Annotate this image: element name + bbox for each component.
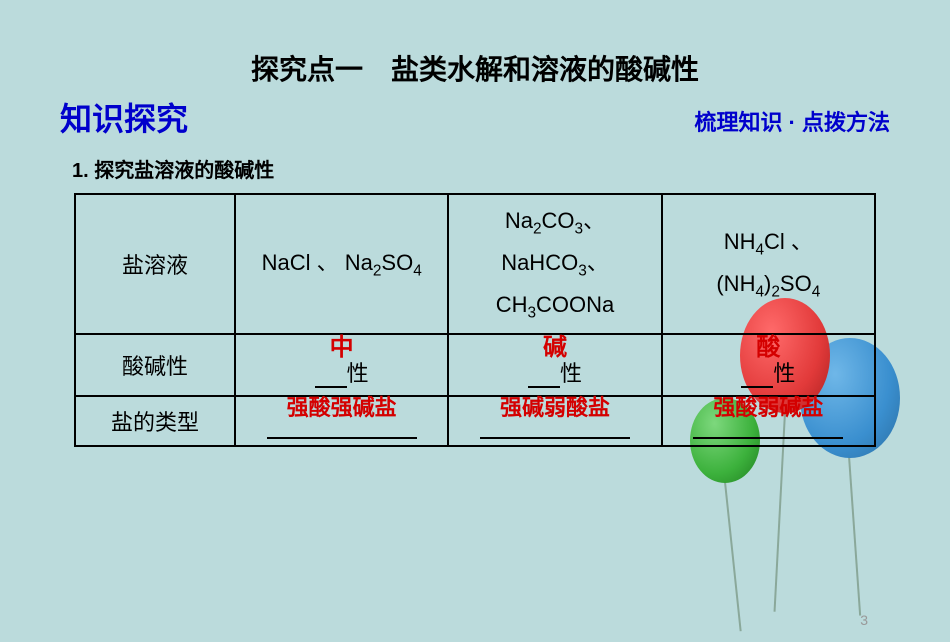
page-number: 3 <box>860 612 868 628</box>
subtitle-right: 梳理知识 · 点拨方法 <box>694 105 890 137</box>
row-label-acidbase: 酸碱性 <box>122 354 188 379</box>
type-red: 强酸弱碱盐 <box>667 397 870 419</box>
row-label-solution: 盐溶液 <box>122 253 188 278</box>
subtitle-row: 知识探究 梳理知识 · 点拨方法 <box>0 94 950 140</box>
solutions-col2: Na2CO3、NaHCO3、CH3COONa <box>496 208 615 317</box>
solutions-col3: NH4Cl 、(NH4)2SO4 <box>716 229 820 296</box>
type-col1: 强酸强碱盐 <box>240 397 443 439</box>
acidbase-suffix: 性 <box>560 361 582 386</box>
acidbase-red: 中 <box>240 336 443 360</box>
type-red: 强酸强碱盐 <box>240 397 443 419</box>
acidbase-suffix: 性 <box>773 361 795 386</box>
balloon-string <box>724 482 742 631</box>
acidbase-col2: 碱 性 <box>453 336 656 388</box>
salt-table: 盐溶液 NaCl 、 Na2SO4 Na2CO3、NaHCO3、CH3COONa… <box>74 193 876 447</box>
type-red: 强碱弱酸盐 <box>453 397 656 419</box>
solutions-col1: NaCl 、 Na2SO4 <box>262 250 422 275</box>
row-label-type: 盐的类型 <box>111 410 199 435</box>
acidbase-red: 酸 <box>667 336 870 360</box>
page-title: 探究点一 盐类水解和溶液的酸碱性 <box>0 48 950 88</box>
acidbase-suffix: 性 <box>347 361 369 386</box>
section-heading: 1. 探究盐溶液的酸碱性 <box>72 154 950 183</box>
acidbase-col1: 中 性 <box>240 336 443 388</box>
type-col3: 强酸弱碱盐 <box>667 397 870 439</box>
subtitle-left: 知识探究 <box>60 94 188 140</box>
acidbase-col3: 酸 性 <box>667 336 870 388</box>
type-col2: 强碱弱酸盐 <box>453 397 656 439</box>
acidbase-red: 碱 <box>453 336 656 360</box>
balloon-string <box>848 456 861 616</box>
